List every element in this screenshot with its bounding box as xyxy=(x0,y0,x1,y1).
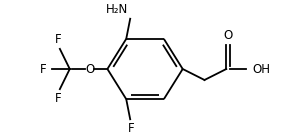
Text: F: F xyxy=(128,122,134,135)
Text: O: O xyxy=(85,63,94,75)
Text: O: O xyxy=(224,29,233,43)
Text: F: F xyxy=(40,63,47,75)
Text: H₂N: H₂N xyxy=(106,3,128,16)
Text: F: F xyxy=(55,33,61,46)
Text: F: F xyxy=(55,92,61,105)
Text: OH: OH xyxy=(252,63,270,75)
